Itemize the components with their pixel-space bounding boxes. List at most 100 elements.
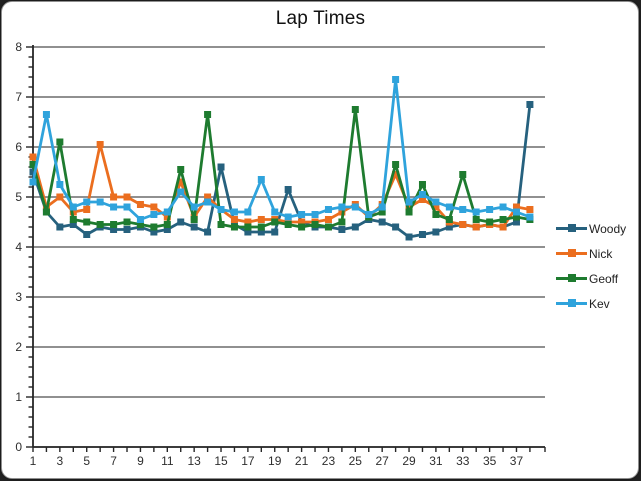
- legend-label-geoff: Geoff: [589, 271, 619, 286]
- legend: Woody Nick Geoff Kev: [556, 216, 626, 316]
- data-point-nick: [244, 218, 252, 226]
- data-point-geoff: [271, 218, 279, 226]
- legend-label-kev: Kev: [589, 296, 610, 311]
- y-tick-label: 7: [15, 90, 22, 104]
- data-point-geoff: [324, 223, 332, 231]
- data-point-kev: [271, 208, 279, 216]
- data-point-woody: [244, 228, 252, 236]
- data-point-woody: [392, 223, 400, 231]
- data-point-woody: [217, 163, 225, 171]
- data-point-geoff: [150, 223, 158, 231]
- data-point-woody: [526, 101, 534, 108]
- data-point-nick: [298, 218, 306, 226]
- data-point-woody: [163, 226, 171, 233]
- data-point-woody: [83, 231, 91, 238]
- data-point-geoff: [432, 211, 440, 218]
- data-point-nick: [257, 216, 265, 223]
- x-tick-label: 9: [137, 454, 144, 468]
- data-point-kev: [42, 111, 50, 118]
- data-point-nick: [324, 216, 332, 223]
- chart-title: Lap Times: [275, 8, 366, 29]
- data-point-geoff: [405, 208, 413, 216]
- x-tick-label: 29: [402, 454, 416, 468]
- legend-item-nick: Nick: [556, 241, 626, 266]
- data-point-kev: [445, 203, 453, 211]
- data-point-kev: [29, 178, 37, 186]
- data-point-kev: [230, 208, 238, 216]
- y-tick-label: 4: [15, 240, 22, 254]
- data-point-woody: [418, 231, 426, 238]
- data-point-geoff: [257, 223, 265, 231]
- data-point-kev: [163, 208, 171, 216]
- x-tick-label: 23: [322, 454, 336, 468]
- x-tick-label: 5: [83, 454, 90, 468]
- x-tick-label: 7: [110, 454, 117, 468]
- data-point-nick: [204, 193, 212, 201]
- data-point-kev: [486, 206, 494, 213]
- data-point-geoff: [190, 216, 198, 223]
- data-point-woody: [405, 233, 413, 241]
- data-point-woody: [445, 223, 453, 231]
- legend-line-swatch: [556, 249, 587, 257]
- data-point-woody: [150, 228, 158, 236]
- x-tick-label: 15: [214, 454, 228, 468]
- data-point-geoff: [445, 216, 453, 223]
- data-point-kev: [418, 191, 426, 198]
- data-point-woody: [512, 218, 520, 226]
- data-point-geoff: [110, 221, 118, 228]
- data-point-geoff: [351, 106, 359, 113]
- data-point-geoff: [204, 111, 212, 118]
- data-point-geoff: [42, 208, 50, 216]
- data-point-kev: [311, 211, 319, 218]
- data-point-kev: [83, 198, 91, 206]
- x-tick-label: 1: [30, 454, 37, 468]
- data-point-woody: [284, 186, 292, 193]
- x-tick-label: 13: [187, 454, 201, 468]
- data-point-kev: [190, 203, 198, 211]
- data-point-geoff: [163, 221, 171, 228]
- data-point-geoff: [244, 223, 252, 231]
- data-point-nick: [472, 223, 480, 231]
- y-tick-label: 0: [15, 440, 22, 454]
- data-point-nick: [163, 213, 171, 221]
- data-point-geoff: [123, 218, 131, 226]
- data-point-kev: [526, 213, 534, 221]
- data-point-kev: [150, 211, 158, 218]
- data-point-nick: [459, 221, 467, 228]
- data-point-kev: [123, 203, 131, 211]
- data-point-nick: [110, 193, 118, 201]
- data-point-kev: [257, 176, 265, 183]
- x-tick-label: 11: [161, 454, 174, 468]
- data-point-nick: [136, 201, 144, 208]
- y-tick-label: 1: [15, 390, 22, 404]
- data-point-kev: [284, 213, 292, 221]
- data-point-nick: [526, 206, 534, 213]
- legend-line-swatch: [556, 274, 587, 282]
- data-point-kev: [351, 203, 359, 211]
- data-point-nick: [392, 171, 400, 178]
- x-tick-label: 33: [456, 454, 470, 468]
- data-point-nick: [29, 153, 37, 161]
- data-point-kev: [110, 203, 118, 211]
- x-tick-label: 3: [57, 454, 64, 468]
- data-point-nick: [418, 196, 426, 203]
- data-point-geoff: [472, 216, 480, 223]
- data-point-kev: [392, 76, 400, 83]
- data-point-kev: [217, 206, 225, 213]
- data-point-nick: [512, 203, 520, 211]
- data-point-geoff: [56, 138, 64, 146]
- data-point-geoff: [392, 161, 400, 168]
- data-point-woody: [123, 226, 131, 233]
- y-tick-label: 6: [15, 140, 22, 154]
- data-point-geoff: [512, 213, 520, 221]
- data-point-kev: [298, 211, 306, 218]
- data-point-geoff: [298, 223, 306, 231]
- x-tick-label: 31: [429, 454, 443, 468]
- data-point-nick: [83, 206, 91, 213]
- data-point-kev: [499, 203, 507, 211]
- data-point-kev: [405, 198, 413, 206]
- data-point-kev: [324, 206, 332, 213]
- legend-label-nick: Nick: [589, 246, 613, 261]
- y-tick-label: 2: [15, 340, 22, 354]
